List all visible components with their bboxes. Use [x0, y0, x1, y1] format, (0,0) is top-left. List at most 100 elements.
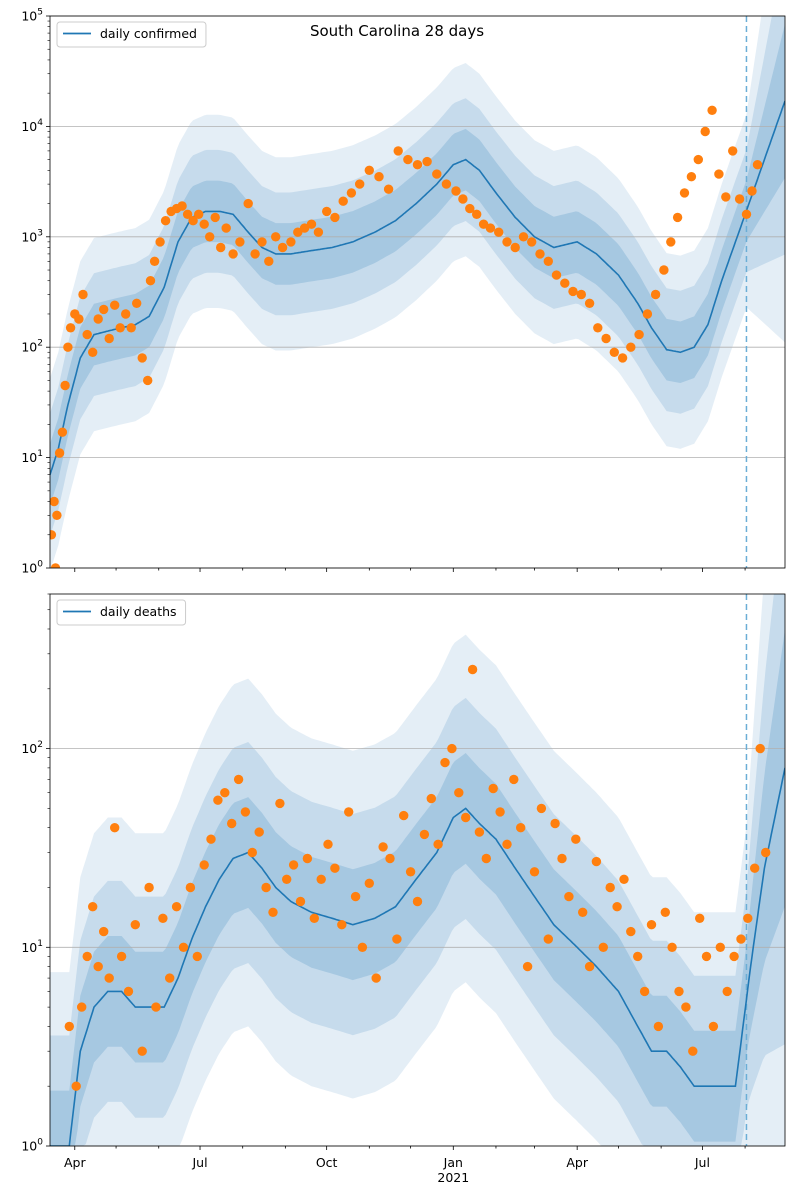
data-point	[693, 154, 703, 165]
data-point	[264, 256, 274, 266]
data-point	[708, 1021, 719, 1032]
data-point	[88, 902, 98, 912]
data-point	[679, 188, 690, 198]
data-point	[672, 212, 683, 223]
data-point	[518, 232, 529, 242]
data-point	[433, 839, 443, 849]
x-tick-label: Jan	[443, 1155, 463, 1170]
data-point	[591, 856, 602, 867]
confirmed-chart-panel: 100 101 102 103 104 105 South Carolina 28 day…	[21, 8, 786, 576]
data-point	[700, 126, 710, 137]
confidence-band-0	[50, 594, 785, 1146]
data-point	[99, 926, 109, 937]
data-point	[707, 105, 717, 116]
data-point	[99, 304, 109, 315]
data-point	[642, 309, 653, 319]
data-point	[227, 818, 237, 829]
data-point	[741, 209, 752, 219]
data-point	[681, 1002, 691, 1012]
data-point	[185, 882, 196, 893]
data-point	[247, 847, 257, 858]
data-point	[650, 289, 661, 300]
plot-frame	[49, 593, 786, 1147]
data-point	[88, 347, 98, 357]
data-point	[412, 896, 423, 907]
data-point	[149, 256, 160, 266]
data-point	[461, 812, 471, 823]
uncertainty-bands	[50, 594, 785, 1146]
data-point	[639, 986, 650, 997]
data-point	[564, 891, 574, 902]
data-point	[364, 878, 374, 888]
data-point	[465, 203, 475, 214]
data-point	[393, 146, 403, 156]
data-point	[275, 798, 285, 809]
data-point	[383, 184, 394, 194]
data-point	[412, 160, 423, 170]
data-point	[355, 179, 365, 189]
data-point	[646, 920, 657, 930]
data-point	[451, 186, 461, 196]
data-point	[605, 882, 615, 893]
y-tick-label: 105	[21, 8, 43, 24]
data-point	[104, 973, 114, 983]
data-point	[338, 196, 348, 206]
data-point	[233, 774, 244, 785]
data-point	[313, 227, 324, 237]
data-point	[206, 834, 216, 844]
data-point	[601, 333, 611, 344]
data-point	[104, 333, 114, 344]
data-point	[78, 289, 88, 300]
data-point	[619, 874, 629, 884]
data-point	[761, 847, 771, 858]
data-point	[686, 172, 697, 182]
data-point	[323, 839, 333, 849]
daily-deaths-points	[64, 664, 771, 1091]
confidence-band-0	[50, 16, 785, 568]
data-point	[64, 1021, 75, 1032]
data-point	[302, 853, 313, 864]
x-tick-label: Jul	[694, 1155, 710, 1170]
x-year-label: 2021	[437, 1170, 469, 1185]
data-point	[123, 986, 134, 997]
data-point	[653, 1021, 664, 1032]
data-point	[137, 353, 147, 363]
data-point	[536, 803, 547, 814]
data-point	[722, 986, 732, 997]
data-point	[535, 249, 545, 259]
y-tick-label: 101	[21, 939, 43, 955]
data-point	[257, 237, 267, 247]
y-tick-label: 102	[21, 339, 43, 355]
confidence-band-2	[50, 629, 785, 1146]
data-point	[344, 807, 354, 817]
data-point	[509, 774, 519, 785]
x-axis-ticks	[74, 568, 746, 572]
data-point	[50, 496, 59, 507]
data-point	[584, 298, 595, 308]
data-point	[729, 951, 739, 962]
data-point	[188, 216, 198, 226]
daily-confirmed-line	[50, 100, 785, 475]
data-point	[660, 907, 670, 917]
data-point	[578, 907, 588, 917]
data-point	[50, 563, 61, 568]
data-point	[288, 860, 299, 870]
data-point	[130, 920, 140, 930]
data-point	[330, 863, 340, 873]
data-point	[403, 154, 413, 165]
data-point	[144, 882, 154, 893]
data-point	[426, 793, 436, 804]
data-point	[474, 827, 485, 837]
data-point	[584, 961, 595, 972]
data-point	[701, 951, 712, 962]
data-point	[688, 1046, 698, 1056]
data-point	[543, 934, 553, 944]
data-point	[82, 951, 92, 962]
data-point	[374, 172, 384, 182]
data-point	[454, 788, 464, 798]
data-point	[378, 842, 388, 852]
data-point	[57, 427, 68, 437]
data-point	[419, 829, 430, 840]
data-point	[126, 323, 136, 333]
